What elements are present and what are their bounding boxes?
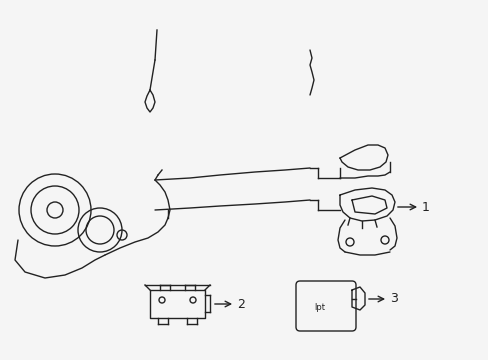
FancyBboxPatch shape — [295, 281, 355, 331]
Text: lpt: lpt — [313, 302, 325, 311]
Text: 3: 3 — [389, 292, 397, 306]
Text: 2: 2 — [237, 297, 244, 310]
Text: 1: 1 — [421, 201, 429, 213]
